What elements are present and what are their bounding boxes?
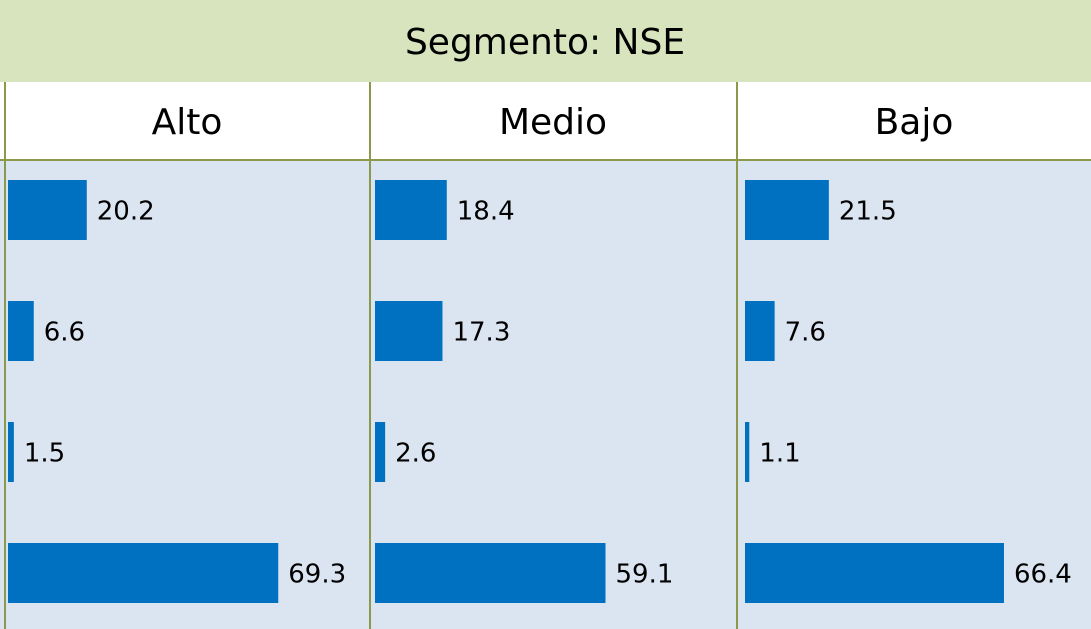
bar [375, 301, 443, 361]
panel-title: Bajo [875, 102, 954, 143]
bar [745, 301, 775, 361]
value-label: 1.1 [759, 439, 800, 469]
bar [375, 543, 606, 603]
bar [745, 180, 829, 240]
value-label: 2.6 [395, 439, 436, 469]
bar [8, 543, 279, 603]
bar [745, 543, 1004, 603]
value-label: 21.5 [839, 197, 897, 227]
bar [8, 422, 14, 482]
value-label: 59.1 [615, 560, 673, 590]
value-label: 17.3 [452, 318, 510, 348]
bar [745, 422, 750, 482]
bar [375, 180, 447, 240]
header-row [0, 82, 1091, 160]
title: Segmento: NSE [405, 22, 685, 63]
value-label: 69.3 [288, 560, 346, 590]
panel-title: Medio [499, 102, 607, 143]
title-band [0, 0, 1091, 82]
value-label: 20.2 [97, 197, 155, 227]
value-label: 66.4 [1014, 560, 1072, 590]
panel-title: Alto [152, 102, 223, 143]
bar [375, 422, 386, 482]
bar [8, 301, 34, 361]
value-label: 1.5 [24, 439, 65, 469]
value-label: 6.6 [44, 318, 85, 348]
value-label: 18.4 [457, 197, 515, 227]
bar [8, 180, 87, 240]
value-label: 7.6 [785, 318, 826, 348]
